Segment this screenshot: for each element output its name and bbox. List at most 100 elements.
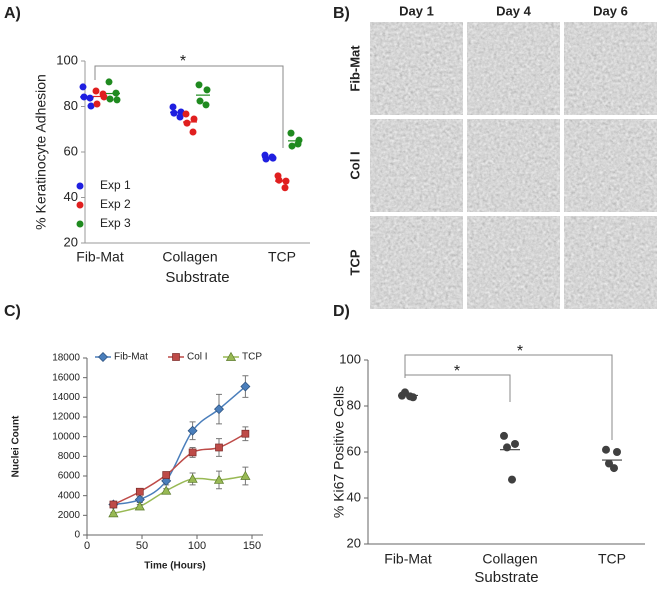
y-axis-title: Nuclei Count <box>11 415 22 477</box>
legend-marker <box>98 352 108 362</box>
data-point <box>511 439 519 448</box>
data-point <box>176 113 184 121</box>
y-tick-label: 18000 <box>52 353 80 364</box>
data-point <box>195 81 203 89</box>
row-label: Col I <box>347 151 362 179</box>
legend-label: TCP <box>242 352 262 363</box>
micrograph-texture <box>467 22 560 115</box>
legend-marker <box>76 220 84 228</box>
x-tick-label: 150 <box>243 540 261 552</box>
y-tick-label: 40 <box>347 489 361 504</box>
data-point <box>187 425 198 436</box>
micrograph-texture <box>564 22 657 115</box>
y-tick-label: 100 <box>56 52 78 67</box>
column-header: Day 4 <box>496 3 531 18</box>
data-point <box>190 115 198 123</box>
y-tick-label: 8000 <box>58 451 81 462</box>
y-tick-label: 80 <box>347 397 361 412</box>
data-point <box>262 155 270 163</box>
data-point <box>187 473 198 483</box>
y-tick-label: 10000 <box>52 431 80 442</box>
data-point <box>135 487 144 496</box>
row-label: Fib-Mat <box>347 45 362 92</box>
data-point <box>213 474 225 484</box>
data-point <box>203 86 211 94</box>
data-point <box>610 464 618 473</box>
data-point <box>108 508 119 518</box>
data-point <box>613 448 621 456</box>
data-point <box>170 109 178 117</box>
y-tick-label: 20 <box>347 535 361 550</box>
data-point <box>196 97 204 105</box>
data-point <box>189 128 197 136</box>
x-tick-label: 50 <box>136 540 148 552</box>
legend-label: Fib-Mat <box>114 352 148 363</box>
x-tick-label: 100 <box>188 540 206 552</box>
micrograph-texture <box>564 119 657 212</box>
data-point <box>406 392 414 401</box>
panel-label: A) <box>4 5 21 22</box>
row-label: TCP <box>347 249 362 275</box>
data-point <box>87 102 95 110</box>
data-point <box>161 485 172 495</box>
y-tick-label: 6000 <box>58 471 81 482</box>
x-tick-label: 0 <box>84 540 90 552</box>
y-tick-label: 20 <box>64 234 78 249</box>
data-point <box>134 501 145 511</box>
micrograph-texture <box>467 119 560 212</box>
y-tick-label: 16000 <box>52 372 80 383</box>
data-point <box>183 119 191 127</box>
y-tick-label: 60 <box>347 443 361 458</box>
x-tick-label: Collagen <box>482 551 537 567</box>
data-point <box>240 381 251 392</box>
column-header: Day 6 <box>593 3 628 18</box>
x-tick-label: TCP <box>598 551 626 567</box>
legend-label: Exp 2 <box>100 197 131 211</box>
data-point <box>214 404 224 415</box>
y-tick-label: 60 <box>64 143 78 158</box>
legend-marker <box>172 353 180 361</box>
micrograph-texture <box>564 216 657 309</box>
data-point <box>294 140 302 148</box>
legend-marker <box>225 351 237 361</box>
legend-label: Exp 3 <box>100 216 131 230</box>
x-tick-label: Fib-Mat <box>76 249 124 265</box>
data-point <box>109 500 118 509</box>
column-header: Day 1 <box>399 3 434 18</box>
y-tick-label: 2000 <box>58 510 81 521</box>
data-point <box>182 110 190 118</box>
panel-label: D) <box>333 303 350 320</box>
y-axis-title: % Keratinocyte Adhesion <box>33 74 49 230</box>
data-point <box>93 100 101 108</box>
micrograph-texture <box>467 216 560 309</box>
data-point <box>86 94 94 102</box>
data-point <box>241 429 250 438</box>
micrograph-texture <box>370 22 463 115</box>
data-point <box>281 184 289 192</box>
x-axis-title: Time (Hours) <box>144 561 206 572</box>
data-point <box>287 129 295 137</box>
data-point <box>202 101 210 109</box>
y-tick-label: 100 <box>339 351 361 366</box>
significance-bracket <box>404 354 613 440</box>
data-point <box>105 78 113 86</box>
data-point <box>240 470 251 480</box>
data-point <box>113 96 121 104</box>
legend-marker <box>76 201 84 209</box>
data-point <box>92 87 100 95</box>
series-line <box>113 433 246 506</box>
data-point <box>602 445 610 454</box>
y-axis-title: % Ki67 Positive Cells <box>331 386 347 518</box>
micrograph-texture <box>370 216 463 309</box>
data-point <box>162 471 171 479</box>
legend-label: Exp 1 <box>100 178 131 192</box>
data-point <box>169 103 177 111</box>
panel-label: B) <box>333 5 350 22</box>
significance-bracket <box>94 65 284 148</box>
data-point <box>275 176 283 184</box>
y-tick-label: 12000 <box>52 412 80 423</box>
data-point <box>508 475 516 484</box>
legend-label: Col I <box>187 352 208 363</box>
x-tick-label: Fib-Mat <box>384 551 432 567</box>
data-point <box>500 431 508 440</box>
